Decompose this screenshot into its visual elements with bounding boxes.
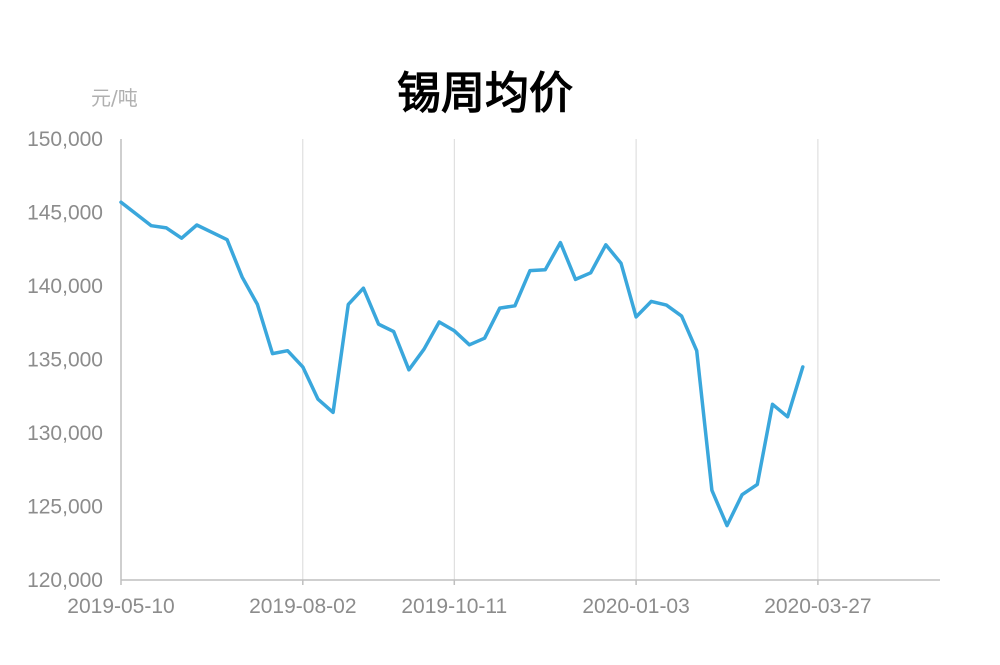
y-axis-unit: 元/吨 bbox=[91, 86, 138, 110]
axes bbox=[120, 139, 940, 585]
chart-title: 锡周均价 bbox=[397, 68, 573, 119]
y-tick-label: 120,000 bbox=[27, 569, 103, 592]
x-tick-labels: 2019-05-10 2019-08-02 2019-10-11 2020-01-03… bbox=[67, 595, 871, 618]
x-tick-label: 2020-03-27 bbox=[764, 595, 871, 618]
y-tick-label: 145,000 bbox=[27, 202, 103, 225]
y-tick-label: 150,000 bbox=[27, 128, 103, 151]
x-tick-label: 2019-10-11 bbox=[401, 595, 507, 618]
x-tick-label: 2019-05-10 bbox=[67, 595, 174, 618]
series-layer bbox=[119, 200, 805, 528]
y-tick-labels: 120,000 125,000 130,000 135,000 140,000 145,0… bbox=[27, 128, 103, 592]
x-tick-label: 2019-08-02 bbox=[249, 595, 356, 618]
y-tick-label: 135,000 bbox=[27, 349, 103, 372]
y-tick-label: 130,000 bbox=[27, 422, 103, 445]
x-tick-label: 2020-01-03 bbox=[582, 595, 689, 618]
y-tick-label: 140,000 bbox=[27, 275, 103, 298]
price-series-line bbox=[119, 200, 805, 528]
gridlines bbox=[302, 139, 819, 580]
y-tick-label: 125,000 bbox=[27, 496, 103, 519]
